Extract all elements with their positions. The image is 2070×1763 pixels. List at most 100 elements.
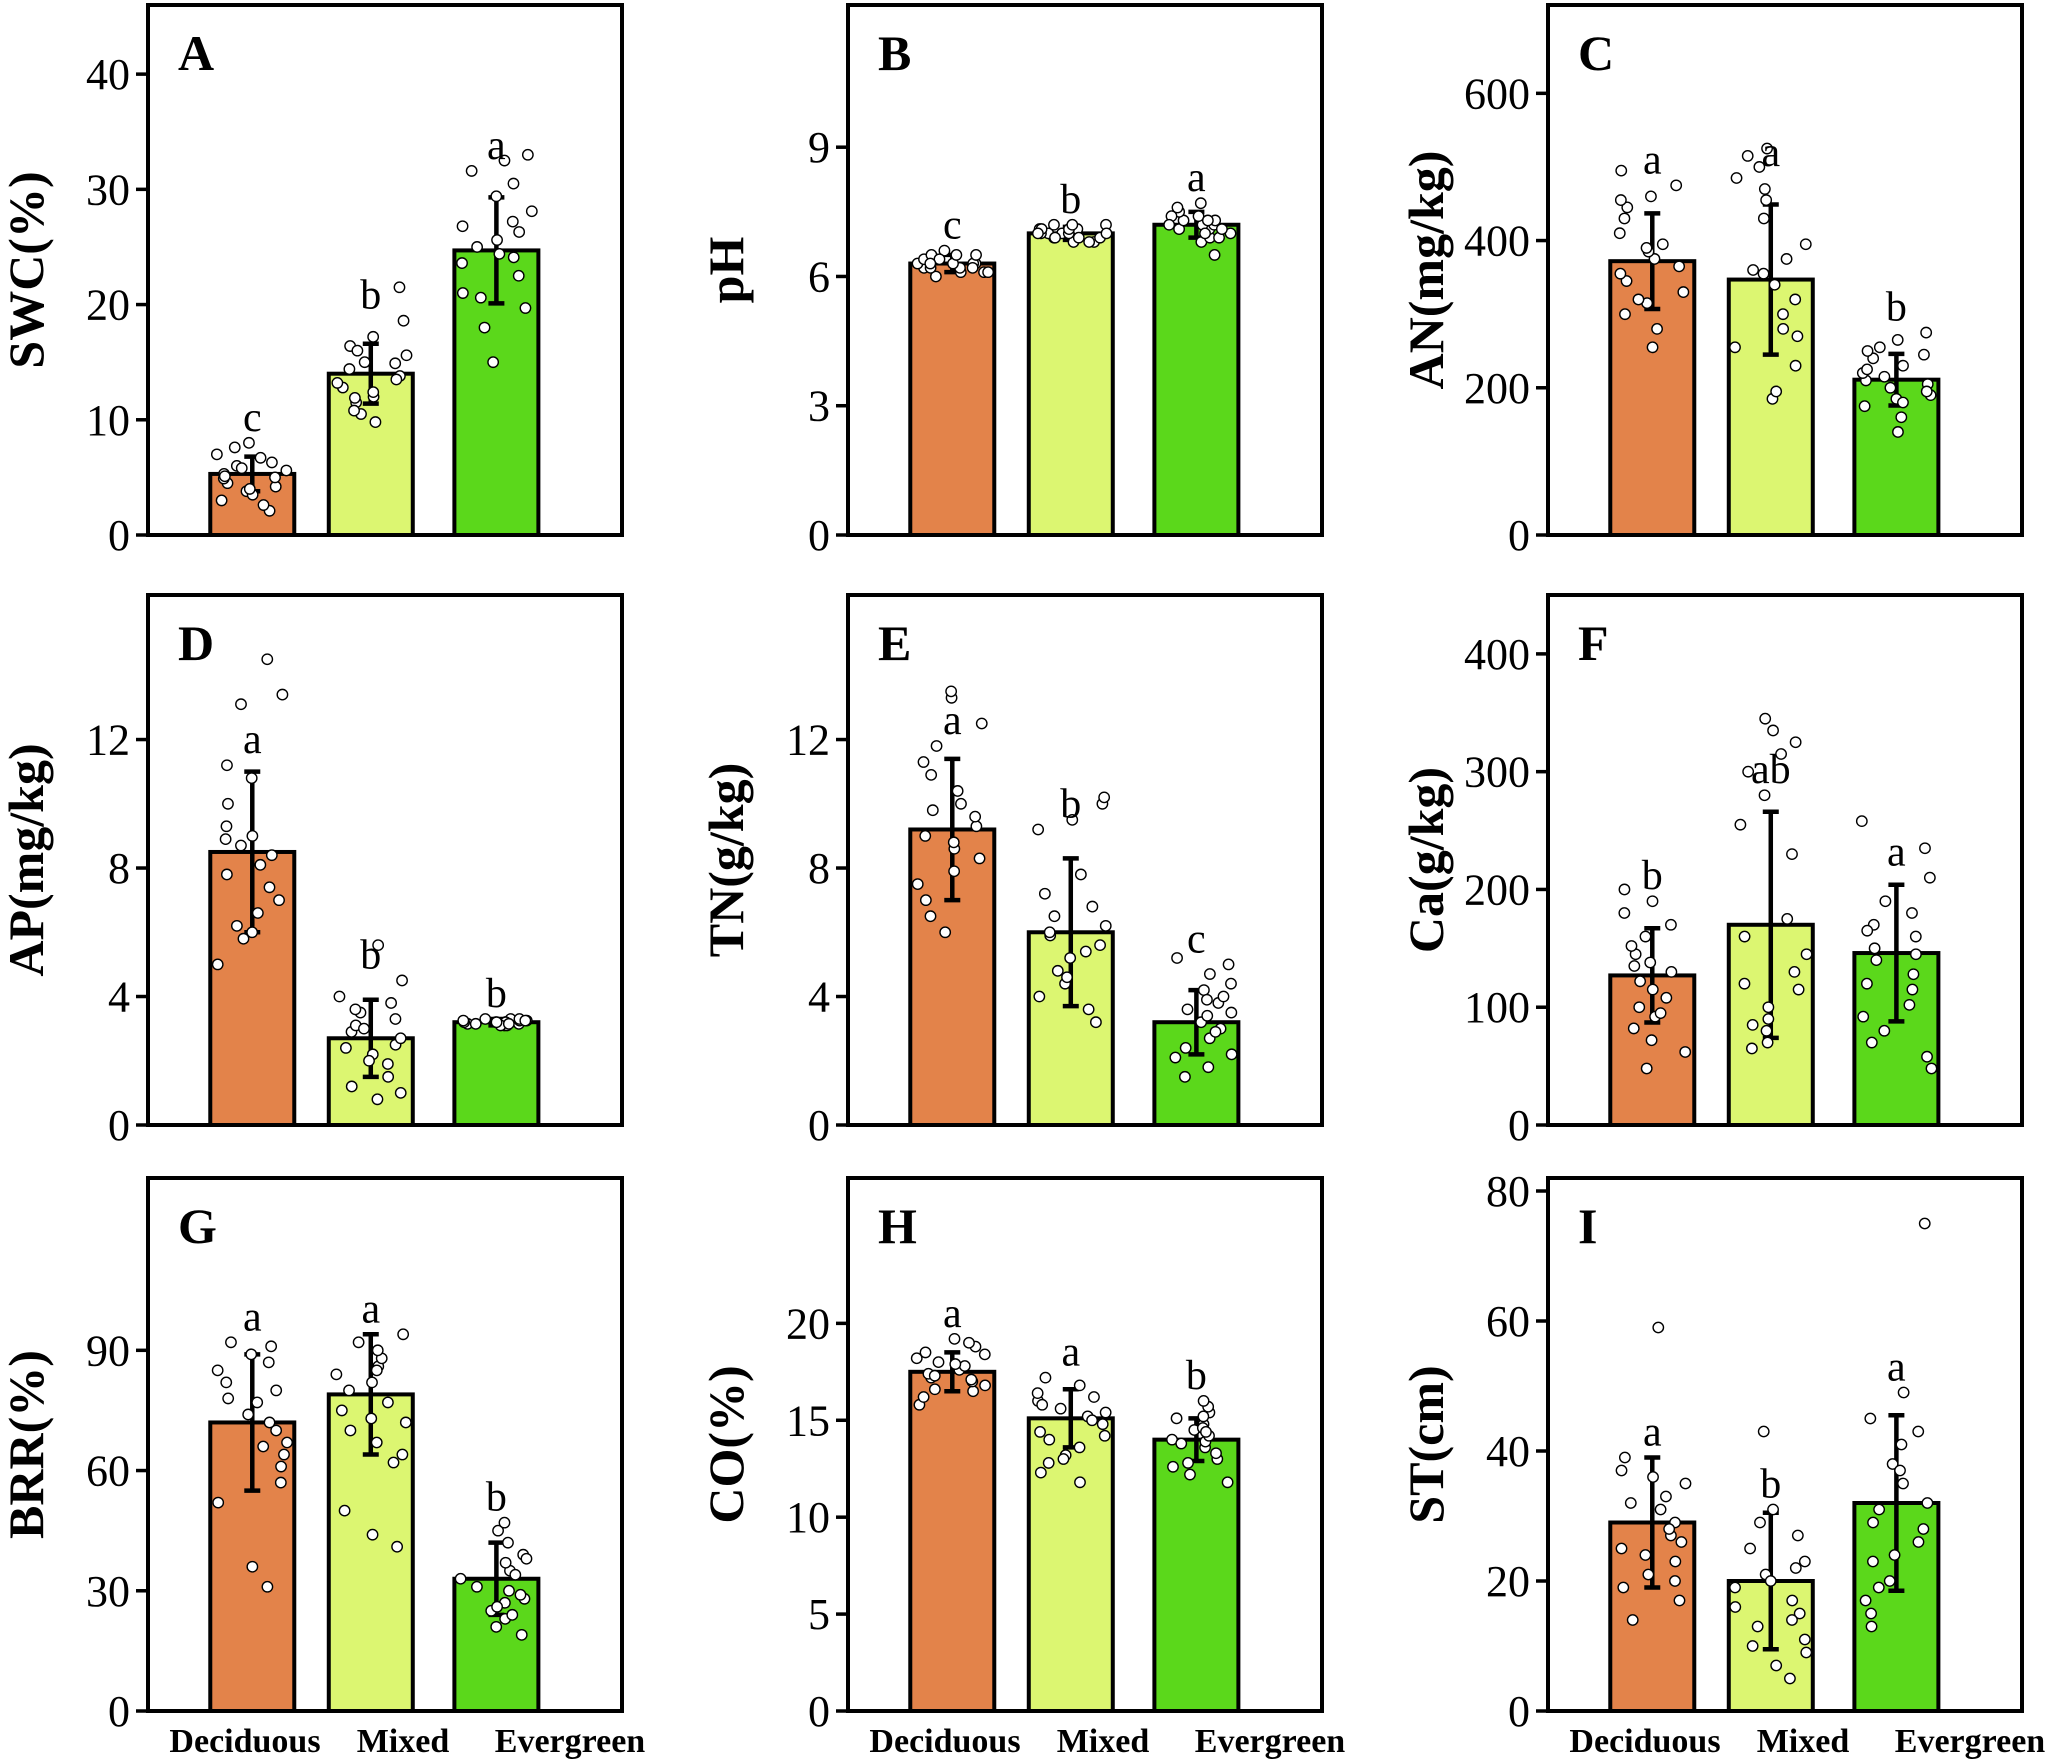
data-point bbox=[246, 1560, 259, 1573]
data-point bbox=[221, 759, 233, 772]
bar bbox=[452, 1020, 541, 1127]
data-point bbox=[243, 483, 256, 495]
data-point bbox=[338, 1504, 351, 1517]
data-point bbox=[1770, 1659, 1783, 1672]
data-point bbox=[1923, 871, 1936, 884]
data-point bbox=[1897, 1477, 1909, 1490]
data-point bbox=[1754, 1516, 1766, 1529]
data-point bbox=[235, 462, 248, 475]
data-point bbox=[333, 990, 346, 1003]
data-point bbox=[1171, 952, 1183, 964]
data-point bbox=[1660, 1490, 1672, 1503]
data-point bbox=[1225, 1048, 1238, 1061]
data-point bbox=[393, 281, 406, 294]
bar bbox=[1026, 231, 1115, 537]
data-point bbox=[1767, 1503, 1779, 1516]
panel-f: b ab a 0 100 200 300 400 Ca(g/kg) F bbox=[1398, 593, 2024, 1150]
data-point bbox=[1895, 411, 1908, 424]
data-point bbox=[371, 1344, 384, 1357]
data-point bbox=[1784, 1672, 1796, 1685]
data-point bbox=[515, 1628, 528, 1641]
data-point bbox=[1225, 1006, 1238, 1019]
significance-letter: a bbox=[361, 1286, 380, 1332]
data-point bbox=[1192, 210, 1205, 223]
significance-letter: a bbox=[1187, 155, 1206, 201]
data-point bbox=[1074, 1476, 1086, 1489]
data-point bbox=[1762, 1013, 1775, 1025]
data-point bbox=[396, 1448, 409, 1461]
data-point bbox=[1792, 983, 1805, 996]
data-point bbox=[1870, 954, 1883, 967]
data-point bbox=[1919, 842, 1931, 855]
data-point bbox=[479, 1013, 492, 1025]
data-point bbox=[502, 1017, 515, 1030]
data-point bbox=[1729, 341, 1741, 354]
data-point bbox=[1864, 1412, 1877, 1425]
data-point bbox=[1861, 924, 1874, 937]
data-point bbox=[275, 1460, 287, 1473]
data-point bbox=[474, 291, 487, 304]
data-point bbox=[1618, 212, 1631, 225]
data-point bbox=[1746, 1640, 1759, 1652]
data-point bbox=[1074, 868, 1087, 881]
data-point bbox=[1656, 238, 1669, 251]
data-point bbox=[1789, 736, 1802, 749]
data-point bbox=[926, 804, 939, 817]
data-point bbox=[1859, 1594, 1872, 1607]
data-point bbox=[222, 1392, 235, 1405]
data-point bbox=[507, 177, 520, 190]
panel-label: C bbox=[1578, 25, 1614, 81]
data-point bbox=[1048, 218, 1060, 231]
data-point bbox=[261, 1580, 274, 1593]
data-point bbox=[1742, 765, 1755, 778]
y-tick-label: 0 bbox=[108, 1101, 130, 1150]
data-point bbox=[1099, 1406, 1112, 1419]
data-point bbox=[1907, 968, 1920, 981]
data-point bbox=[1621, 201, 1634, 214]
panel-label: F bbox=[1578, 615, 1609, 671]
data-point bbox=[1734, 818, 1747, 831]
significance-letter: b bbox=[1060, 177, 1081, 223]
data-point bbox=[1770, 385, 1783, 398]
data-point bbox=[967, 1385, 980, 1398]
data-point bbox=[397, 1328, 410, 1341]
data-point bbox=[456, 220, 469, 233]
significance-letter: b bbox=[1060, 781, 1081, 827]
data-point bbox=[958, 1360, 971, 1372]
data-point bbox=[1892, 426, 1904, 438]
data-point bbox=[973, 852, 986, 865]
data-point bbox=[1048, 910, 1061, 923]
y-axis-label: BRR(%) bbox=[0, 1350, 54, 1539]
y-tick-label: 3 bbox=[808, 382, 830, 431]
y-tick-label: 200 bbox=[1464, 364, 1530, 413]
data-point bbox=[1746, 1018, 1759, 1031]
data-point bbox=[1757, 1425, 1770, 1438]
data-point bbox=[222, 797, 234, 810]
data-point bbox=[1054, 1402, 1067, 1415]
data-point bbox=[471, 1580, 483, 1593]
data-point bbox=[512, 269, 525, 282]
data-point bbox=[456, 257, 468, 269]
data-point bbox=[351, 344, 364, 357]
data-point bbox=[1786, 848, 1798, 861]
y-tick-label: 400 bbox=[1464, 630, 1530, 679]
plot-frame bbox=[1546, 1176, 2024, 1713]
panel-d: a b b 0 4 8 12 AP(mg/kg) D bbox=[0, 593, 624, 1150]
data-point bbox=[220, 820, 233, 833]
data-point bbox=[391, 1540, 403, 1553]
data-point bbox=[269, 471, 281, 484]
y-tick-label: 80 bbox=[1486, 1167, 1530, 1216]
significance-letter: c bbox=[243, 395, 262, 441]
data-point bbox=[919, 1346, 932, 1359]
data-point bbox=[1759, 712, 1772, 725]
data-point bbox=[366, 1376, 378, 1389]
data-point bbox=[369, 416, 382, 428]
y-tick-label: 0 bbox=[108, 1687, 130, 1736]
significance-letter: b bbox=[360, 273, 381, 319]
data-point bbox=[1614, 194, 1627, 206]
data-point bbox=[348, 391, 361, 404]
data-point bbox=[1032, 823, 1045, 836]
data-point bbox=[1781, 912, 1794, 925]
data-point bbox=[1620, 275, 1633, 287]
data-point bbox=[1646, 895, 1659, 908]
